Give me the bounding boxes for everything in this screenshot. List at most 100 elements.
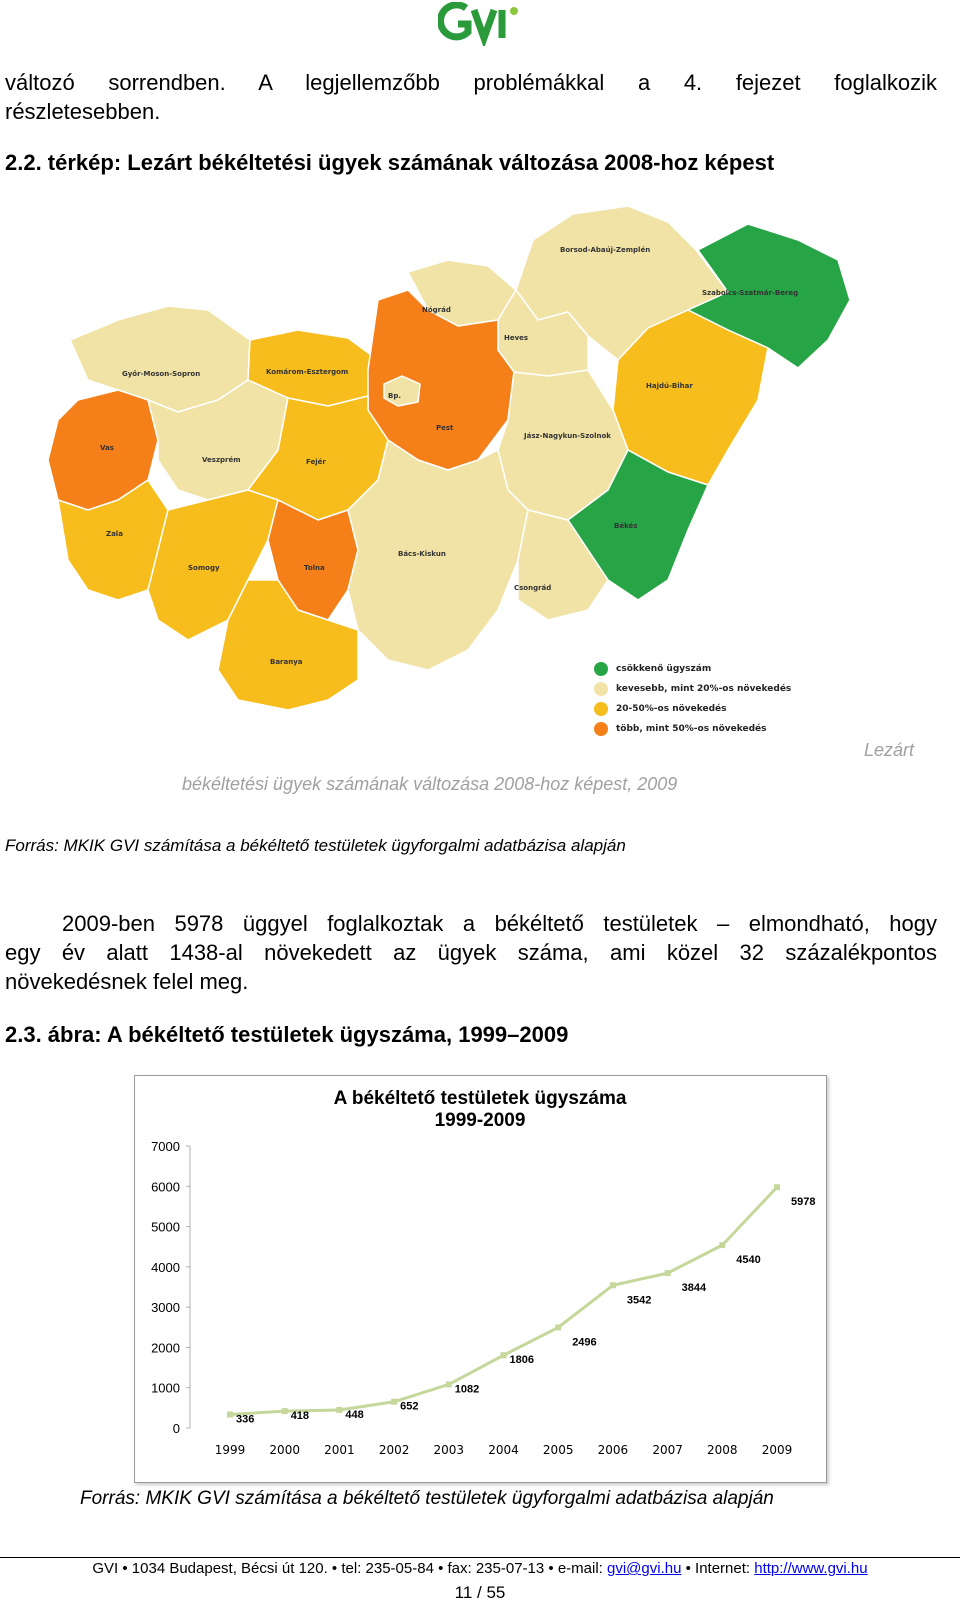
chart-subtitle: 1999-2009 <box>435 1110 526 1131</box>
svg-text:Fejér: Fejér <box>306 458 326 466</box>
legend-item-20-50: 20-50%-os növekedés <box>594 702 727 716</box>
footer-text-1: GVI • 1034 Budapest, Bécsi út 120. • tel… <box>92 1560 607 1577</box>
data-label: 5978 <box>791 1196 815 1208</box>
map-svg: Borsod-Abaúj-Zemplén Szabolcs-Szatmár-Be… <box>47 205 851 711</box>
series-line <box>229 1186 779 1416</box>
legend-dot-orange-icon <box>594 722 608 736</box>
y-tick-label: 4000 <box>151 1260 180 1275</box>
county-csongrad <box>517 509 609 621</box>
x-tick-label: 2005 <box>543 1443 574 1457</box>
x-tick-label: 2001 <box>324 1443 355 1457</box>
gvi-logo <box>438 2 518 46</box>
svg-text:Komárom-Esztergom: Komárom-Esztergom <box>266 368 348 376</box>
data-label: 4540 <box>736 1254 760 1266</box>
legend-label: csökkenő ügyszám <box>616 664 712 674</box>
data-point <box>336 1406 343 1413</box>
svg-text:Hajdú-Bihar: Hajdú-Bihar <box>646 382 693 390</box>
legend-item-decrease: csökkenő ügyszám <box>594 662 711 676</box>
data-point <box>774 1184 780 1191</box>
map-title: 2.2. térkép: Lezárt békéltetési ügyek sz… <box>5 150 775 175</box>
svg-text:Vas: Vas <box>100 444 114 452</box>
data-point <box>227 1411 233 1418</box>
y-tick-label: 7000 <box>151 1139 180 1154</box>
data-point <box>555 1324 562 1331</box>
legend-label: kevesebb, mint 20%-os növekedés <box>616 684 792 694</box>
svg-text:Borsod-Abaúj-Zemplén: Borsod-Abaúj-Zemplén <box>560 246 650 254</box>
svg-text:Baranya: Baranya <box>270 658 303 666</box>
intro-line-2: részletesebben. <box>5 99 161 124</box>
footer-divider <box>0 1557 960 1558</box>
svg-text:Zala: Zala <box>106 530 123 538</box>
footer-website-link[interactable]: http://www.gvi.hu <box>754 1560 868 1577</box>
svg-text:Szabolcs-Szatmár-Bereg: Szabolcs-Szatmár-Bereg <box>702 289 798 297</box>
data-point <box>609 1282 616 1289</box>
legend-item-gt50: több, mint 50%-os növekedés <box>594 722 767 736</box>
svg-text:Csongrád: Csongrád <box>514 584 551 592</box>
hungary-map: Borsod-Abaúj-Zemplén Szabolcs-Szatmár-Be… <box>28 200 868 760</box>
svg-text:Heves: Heves <box>504 334 528 342</box>
legend-item-lt20: kevesebb, mint 20%-os növekedés <box>594 682 791 696</box>
y-tick-label: 1000 <box>151 1381 180 1396</box>
data-point <box>664 1270 671 1277</box>
data-point <box>281 1408 288 1415</box>
data-label: 336 <box>236 1413 254 1425</box>
county-labels: Borsod-Abaúj-Zemplén Szabolcs-Szatmár-Be… <box>100 246 798 666</box>
footer-email-link[interactable]: gvi@gvi.hu <box>607 1560 682 1577</box>
x-tick-label: 2007 <box>652 1443 683 1457</box>
paragraph-line-2: egy év alatt 1438-al növekedett az ügyek… <box>5 940 937 965</box>
x-tick-label: 2008 <box>707 1443 738 1457</box>
data-label: 652 <box>400 1401 418 1413</box>
legend-dot-green-icon <box>594 662 608 676</box>
x-tick-label: 2006 <box>598 1443 629 1457</box>
svg-text:Somogy: Somogy <box>188 564 220 572</box>
svg-text:Békés: Békés <box>614 522 637 530</box>
line-chart: A békéltető testületek ügyszáma 1999-2009… <box>134 1075 827 1483</box>
svg-text:Jász-Nagykun-Szolnok: Jász-Nagykun-Szolnok <box>523 432 611 440</box>
svg-text:Nógrád: Nógrád <box>422 306 451 314</box>
legend-label: több, mint 50%-os növekedés <box>616 724 767 734</box>
y-tick-label: 3000 <box>151 1300 180 1315</box>
y-tick-label: 6000 <box>151 1179 180 1194</box>
paragraph-line-3: növekedésnek felel meg. <box>5 969 249 994</box>
data-label: 448 <box>345 1409 363 1421</box>
y-tick-label: 0 <box>173 1421 180 1436</box>
data-label: 1082 <box>455 1383 479 1395</box>
svg-text:Tolna: Tolna <box>304 564 325 572</box>
data-point <box>500 1352 507 1359</box>
x-tick-label: 2000 <box>269 1443 300 1457</box>
chart-svg: A békéltető testületek ügyszáma1999-2009… <box>151 1088 815 1457</box>
legend-label: 20-50%-os növekedés <box>616 704 727 714</box>
data-label: 1806 <box>510 1354 534 1366</box>
footer: GVI • 1034 Budapest, Bécsi út 120. • tel… <box>0 1560 960 1577</box>
county-bacs <box>347 439 529 671</box>
map-source: Forrás: MKIK GVI számítása a békéltető t… <box>5 836 626 855</box>
county-tolna <box>267 499 359 621</box>
data-label: 418 <box>291 1410 309 1422</box>
figure-title: 2.3. ábra: A békéltető testületek ügyszá… <box>5 1022 569 1047</box>
x-tick-label: 2009 <box>762 1443 793 1457</box>
intro-line-1: változó sorrendben. A legjellemzőbb prob… <box>5 70 937 95</box>
x-tick-label: 2003 <box>434 1443 465 1457</box>
y-tick-label: 2000 <box>151 1340 180 1355</box>
data-label: 2496 <box>572 1336 596 1348</box>
county-baranya <box>217 579 359 711</box>
chart-title: A békéltető testületek ügyszáma <box>334 1088 627 1109</box>
svg-text:Győr-Moson-Sopron: Győr-Moson-Sopron <box>122 369 200 378</box>
x-tick-label: 2002 <box>379 1443 410 1457</box>
svg-text:Veszprém: Veszprém <box>202 456 241 464</box>
map-caption: békéltetési ügyek számának változása 200… <box>182 774 678 794</box>
county-szabolcs <box>687 223 851 369</box>
x-tick-label: 2004 <box>488 1443 519 1457</box>
data-point <box>719 1242 726 1249</box>
svg-text:Bp.: Bp. <box>388 392 401 400</box>
data-point <box>391 1398 398 1405</box>
county-bp <box>383 375 421 407</box>
map-caption-right: Lezárt <box>864 740 915 760</box>
svg-text:Bács-Kiskun: Bács-Kiskun <box>398 550 446 558</box>
page-number: 11 / 55 <box>454 1583 506 1602</box>
svg-text:Pest: Pest <box>436 424 454 432</box>
figure-source: Forrás: MKIK GVI számítása a békéltető t… <box>80 1488 774 1509</box>
x-tick-label: 1999 <box>215 1443 246 1457</box>
y-tick-label: 5000 <box>151 1220 180 1235</box>
data-point <box>445 1381 452 1388</box>
